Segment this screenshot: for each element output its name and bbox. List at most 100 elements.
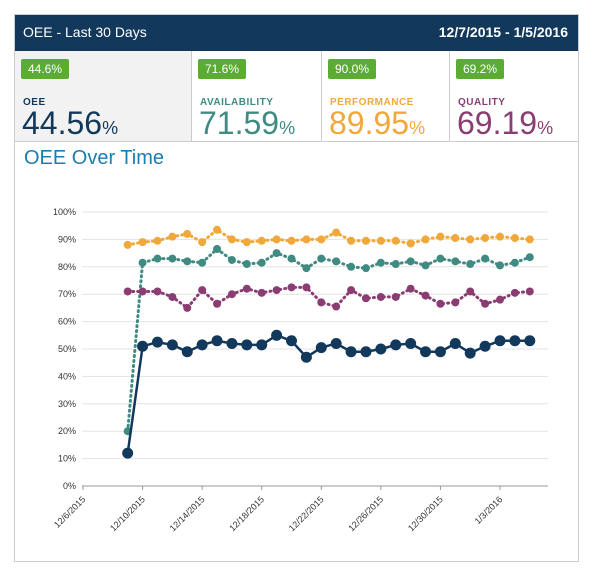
x-tick-label: 1/3/2016 <box>473 494 505 526</box>
y-tick-label: 80% <box>58 262 76 272</box>
kpi-badge: 44.6% <box>21 59 70 79</box>
data-point <box>525 287 534 296</box>
data-point <box>449 338 461 350</box>
data-point <box>196 339 208 351</box>
data-point <box>434 346 446 358</box>
y-tick-label: 90% <box>58 234 76 244</box>
data-point <box>302 283 311 292</box>
kpi-value: 69.19% <box>457 105 554 141</box>
data-point <box>406 257 415 266</box>
data-point <box>376 236 385 245</box>
data-point <box>375 343 387 355</box>
chart-title: OEE Over Time <box>24 147 165 169</box>
data-point <box>421 261 430 270</box>
data-point <box>361 264 370 273</box>
data-point <box>272 249 281 258</box>
data-point <box>345 346 357 358</box>
x-tick-label: 12/26/2015 <box>346 494 385 533</box>
data-point <box>137 340 149 352</box>
data-point <box>168 232 177 241</box>
y-tick-label: 0% <box>63 481 76 491</box>
kpi-badge: 69.2% <box>456 59 505 79</box>
data-point <box>213 225 222 234</box>
data-point <box>198 258 207 267</box>
data-point <box>494 335 506 347</box>
data-point <box>272 286 281 295</box>
data-point <box>242 260 251 269</box>
kpi-availability[interactable]: 71.6% AVAILABILITY 71.59% <box>192 51 322 141</box>
data-point <box>466 235 475 244</box>
data-point <box>257 288 266 297</box>
data-point <box>257 258 266 267</box>
data-point <box>360 346 372 358</box>
data-point <box>256 339 268 351</box>
data-point <box>271 329 283 341</box>
data-point <box>166 339 178 351</box>
data-point <box>481 254 490 263</box>
data-point <box>496 261 504 270</box>
kpi-value: 44.56% <box>22 105 119 141</box>
data-point <box>213 299 222 308</box>
data-point <box>183 303 192 312</box>
data-point <box>361 236 370 245</box>
data-point <box>451 298 460 307</box>
data-point <box>405 338 417 350</box>
data-point <box>168 292 177 301</box>
y-tick-label: 40% <box>58 371 76 381</box>
data-point <box>181 346 193 358</box>
data-point <box>376 292 385 301</box>
data-point <box>466 287 475 296</box>
kpi-performance[interactable]: 90.0% PERFORMANCE 89.95% <box>322 51 450 141</box>
kpi-label: OEE <box>23 97 46 108</box>
data-point <box>525 235 534 244</box>
x-tick-label: 12/22/2015 <box>287 494 326 533</box>
data-point <box>421 291 430 300</box>
y-tick-label: 30% <box>58 399 76 409</box>
date-range[interactable]: 12/7/2015 - 1/5/2016 <box>438 24 568 40</box>
data-point <box>481 234 490 243</box>
kpi-label: AVAILABILITY <box>200 97 274 108</box>
data-point <box>138 287 147 296</box>
data-point <box>466 260 475 269</box>
kpi-row: 44.6% OEE 44.56% 71.6% AVAILABILITY 71.5… <box>15 51 578 142</box>
data-point <box>302 264 311 273</box>
series-line-2 <box>126 285 532 310</box>
data-point <box>436 299 445 308</box>
data-point <box>198 238 207 247</box>
data-point <box>390 339 402 351</box>
data-point <box>509 335 521 347</box>
x-tick-label: 12/6/2015 <box>52 494 87 529</box>
data-point <box>227 255 236 264</box>
data-point <box>257 236 266 245</box>
data-point <box>123 287 132 296</box>
data-point <box>347 262 356 271</box>
data-point <box>123 240 132 249</box>
data-point <box>406 284 415 293</box>
data-point <box>361 294 370 303</box>
data-point <box>122 447 134 459</box>
y-tick-label: 50% <box>58 344 76 354</box>
data-point <box>451 257 460 266</box>
data-point <box>391 236 400 245</box>
data-point <box>287 283 296 292</box>
data-point <box>227 290 236 299</box>
data-point <box>464 347 476 359</box>
data-point <box>496 295 504 304</box>
kpi-quality[interactable]: 69.2% QUALITY 69.19% <box>450 51 578 141</box>
data-point <box>481 299 490 308</box>
data-point <box>302 235 311 244</box>
kpi-label: PERFORMANCE <box>330 97 414 108</box>
data-point <box>153 236 162 245</box>
data-point <box>347 286 356 295</box>
panel-title: OEE - Last 30 Days <box>23 24 147 40</box>
data-point <box>198 286 207 295</box>
data-point <box>406 239 415 248</box>
data-point <box>168 254 177 263</box>
data-point <box>287 254 296 263</box>
data-point <box>287 236 296 245</box>
data-point <box>211 335 223 347</box>
data-point <box>524 335 536 347</box>
data-point <box>227 235 236 244</box>
kpi-oee[interactable]: 44.6% OEE 44.56% <box>15 51 192 141</box>
